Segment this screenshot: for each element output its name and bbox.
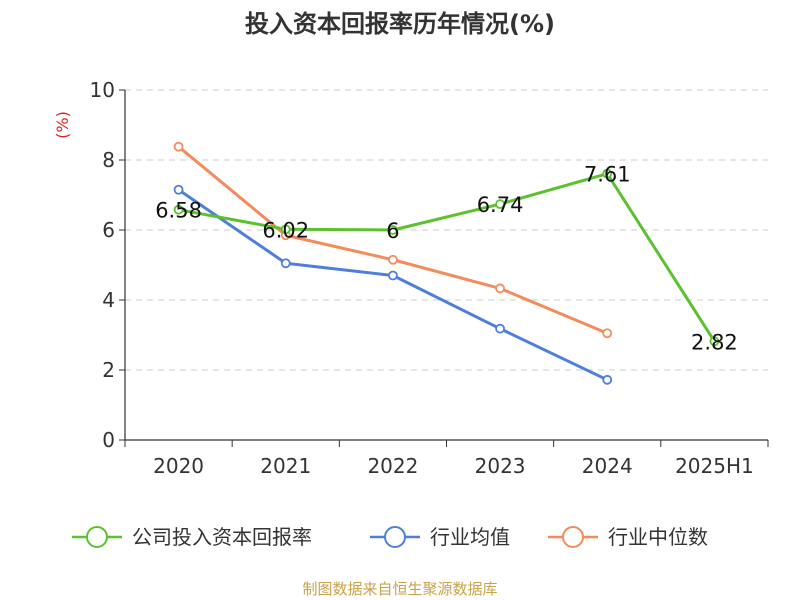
x-tick-label: 2020 (153, 454, 204, 478)
legend-label: 行业均值 (430, 525, 510, 549)
series-0 (173, 168, 720, 347)
y-tick-label: 8 (102, 148, 115, 172)
data-labels: 6.58 6.02 6 6.74 7.61 2.82 (155, 163, 738, 355)
axes: 0 2 4 6 8 10 2020 2021 2022 2023 2024 2025H1 (90, 78, 769, 478)
data-label: 6.74 (477, 193, 524, 217)
y-tick-label: 10 (90, 78, 115, 102)
series-2 (173, 141, 613, 339)
x-tick-label: 2024 (582, 454, 633, 478)
x-tick-label: 2023 (475, 454, 526, 478)
data-point[interactable] (709, 336, 720, 347)
x-tick-label: 2021 (260, 454, 311, 478)
y-tick-label: 2 (102, 358, 115, 382)
series-lines (173, 141, 720, 385)
series-1 (173, 184, 613, 385)
data-point[interactable] (495, 199, 505, 210)
data-point[interactable] (602, 168, 613, 179)
y-tick-label: 0 (102, 428, 115, 452)
y-axis-label: (%) (53, 111, 72, 139)
data-label: 6.58 (155, 199, 202, 223)
legend-label: 公司投入资本回报率 (132, 525, 312, 549)
legend-label: 行业中位数 (608, 525, 708, 549)
data-point[interactable] (495, 283, 505, 294)
x-tick-label: 2022 (367, 454, 418, 478)
data-point[interactable] (388, 225, 398, 235)
data-point[interactable] (388, 254, 398, 265)
data-point[interactable] (173, 184, 184, 195)
legend-item[interactable]: 公司投入资本回报率 (72, 525, 312, 549)
data-point[interactable] (280, 224, 291, 235)
legend-item[interactable]: 行业均值 (370, 525, 510, 549)
data-point[interactable] (173, 141, 184, 152)
data-point[interactable] (602, 328, 613, 339)
legend-marker (86, 526, 108, 548)
y-tick-label: 6 (102, 218, 115, 242)
data-label: 7.61 (584, 163, 631, 187)
x-tick-label: 2025H1 (675, 454, 754, 478)
legend-item[interactable]: 行业中位数 (548, 525, 708, 549)
data-point[interactable] (495, 323, 505, 334)
legend[interactable]: 公司投入资本回报率 行业均值 行业中位数 (72, 525, 708, 549)
data-label: 6.02 (262, 218, 309, 242)
data-label: 6 (386, 219, 399, 243)
data-point[interactable] (388, 270, 398, 281)
chart-title: 投入资本回报率历年情况(%) (245, 10, 555, 38)
gridlines (125, 89, 768, 371)
data-point[interactable] (280, 258, 291, 269)
legend-marker (562, 526, 584, 548)
source-note: 制图数据来自恒生聚源数据库 (302, 580, 497, 598)
y-tick-label: 4 (102, 288, 115, 312)
data-point[interactable] (173, 204, 184, 215)
data-point[interactable] (602, 374, 613, 385)
series-line (178, 172, 716, 343)
data-label: 2.82 (691, 330, 738, 354)
legend-marker (384, 526, 406, 548)
